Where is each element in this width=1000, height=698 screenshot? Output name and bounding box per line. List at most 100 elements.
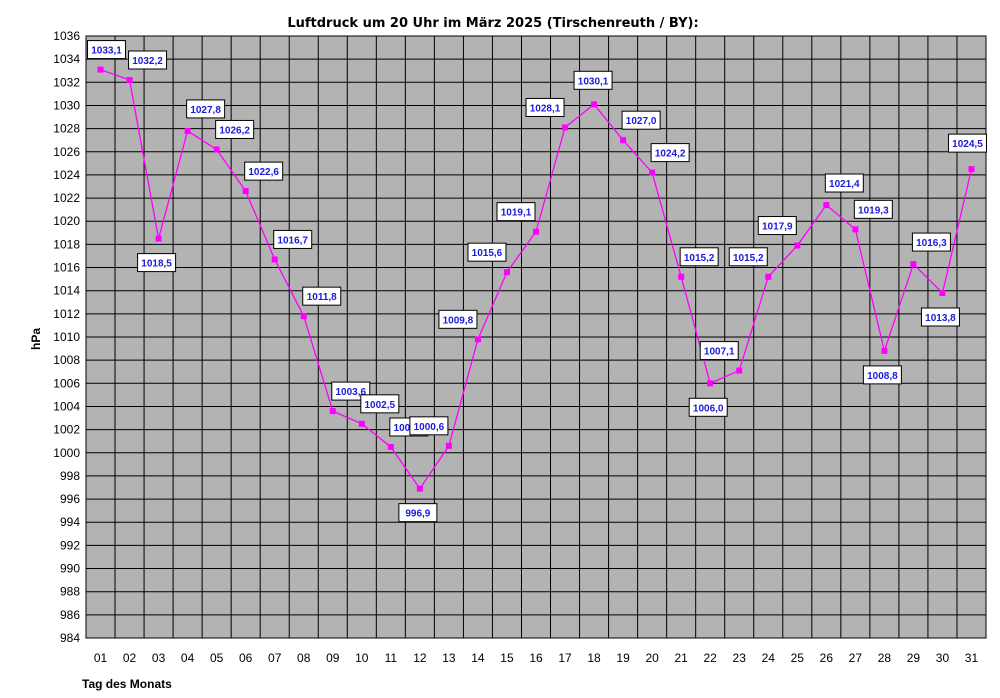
data-label-box: [688, 397, 728, 417]
x-tick-label: 02: [123, 651, 137, 665]
data-label: 1016,7: [277, 235, 308, 246]
y-tick-label: 1010: [53, 330, 80, 344]
data-point: [562, 124, 569, 131]
data-label: 1022,6: [248, 167, 279, 178]
data-label: 1002,5: [365, 400, 396, 411]
x-tick-label: 10: [355, 651, 369, 665]
data-label-box: [128, 50, 168, 70]
y-tick-label: 1036: [53, 29, 80, 43]
y-tick-label: 1002: [53, 423, 80, 437]
data-label-box: [853, 199, 893, 219]
data-label: 1016,3: [916, 238, 947, 249]
data-label: 1015,2: [684, 253, 715, 264]
data-label-box: [302, 286, 342, 306]
data-label: 1008,8: [867, 371, 898, 382]
data-point: [881, 347, 888, 354]
x-tick-label: 01: [94, 651, 108, 665]
x-tick-label: 08: [297, 651, 311, 665]
data-label-box: [215, 119, 255, 139]
data-label-box: [331, 381, 371, 401]
y-tick-label: 1028: [53, 122, 80, 136]
data-label: 1015,6: [472, 248, 503, 259]
y-tick-label: 1006: [53, 376, 80, 390]
y-axis-label: hPa: [29, 328, 43, 350]
x-axis-label: Tag des Monats: [82, 677, 172, 691]
y-tick-label: 998: [60, 469, 80, 483]
data-label-box: [824, 173, 864, 193]
y-tick-label: 1032: [53, 75, 80, 89]
data-label-box: [438, 309, 478, 329]
data-label-box: [947, 133, 987, 153]
data-label: 1019,1: [501, 208, 532, 219]
data-label: 1009,8: [443, 315, 474, 326]
y-tick-label: 1024: [53, 168, 80, 182]
y-tick-label: 1026: [53, 145, 80, 159]
y-tick-label: 1030: [53, 98, 80, 112]
x-tick-label: 31: [965, 651, 979, 665]
data-point: [591, 101, 598, 108]
data-point: [910, 261, 917, 268]
data-label-box: [573, 70, 613, 90]
data-point: [445, 442, 452, 449]
data-point: [736, 367, 743, 374]
data-label: 1026,2: [219, 125, 250, 136]
data-point: [358, 420, 365, 427]
data-label: 1015,2: [733, 253, 764, 264]
data-point: [794, 242, 801, 249]
x-tick-label: 13: [442, 651, 456, 665]
y-tick-label: 1000: [53, 446, 80, 460]
x-tick-label: 27: [849, 651, 863, 665]
x-tick-label: 14: [471, 651, 485, 665]
data-point: [678, 273, 685, 280]
data-label: 1000,5: [394, 423, 425, 434]
data-label: 1013,8: [925, 313, 956, 324]
data-label: 1017,9: [762, 222, 793, 233]
data-label: 1024,5: [952, 139, 983, 150]
data-point: [213, 146, 220, 153]
data-point: [765, 273, 772, 280]
x-tick-label: 28: [878, 651, 892, 665]
data-point: [533, 228, 539, 235]
data-label: 1027,0: [626, 116, 657, 127]
data-label-box: [87, 40, 127, 60]
data-label-box: [360, 394, 400, 414]
data-point: [97, 66, 104, 73]
x-tick-label: 25: [791, 651, 805, 665]
x-tick-label: 29: [907, 651, 921, 665]
data-label: 996,9: [405, 509, 430, 520]
x-tick-label: 06: [239, 651, 253, 665]
data-point: [416, 485, 423, 492]
data-point: [271, 256, 278, 263]
y-tick-label: 1034: [53, 52, 80, 66]
data-label-box: [679, 247, 719, 267]
x-tick-label: 15: [500, 651, 514, 665]
data-label: 1027,8: [190, 105, 221, 116]
x-tick-label: 18: [587, 651, 601, 665]
data-label-box: [920, 307, 960, 327]
data-label: 1028,1: [530, 103, 561, 114]
x-tick-label: 03: [152, 651, 166, 665]
y-tick-label: 1012: [53, 307, 80, 321]
x-tick-label: 05: [210, 651, 224, 665]
y-tick-label: 994: [60, 515, 80, 529]
x-tick-label: 20: [645, 651, 659, 665]
data-label-box: [728, 247, 768, 267]
y-tick-label: 988: [60, 585, 80, 599]
data-point: [155, 235, 162, 242]
data-point: [707, 380, 714, 387]
y-tick-label: 992: [60, 538, 80, 552]
data-label: 1003,6: [335, 387, 366, 398]
x-tick-label: 30: [936, 651, 950, 665]
data-point: [939, 290, 946, 297]
data-point: [852, 226, 859, 233]
data-label-box: [398, 503, 438, 523]
data-label-box: [409, 416, 449, 436]
x-tick-label: 07: [268, 651, 282, 665]
data-point: [184, 127, 191, 134]
data-point: [968, 166, 975, 173]
data-label-box: [186, 99, 226, 119]
data-label: 1018,5: [141, 259, 172, 270]
data-point: [503, 269, 510, 276]
x-tick-label: 12: [413, 651, 427, 665]
data-label: 1021,4: [829, 179, 860, 190]
